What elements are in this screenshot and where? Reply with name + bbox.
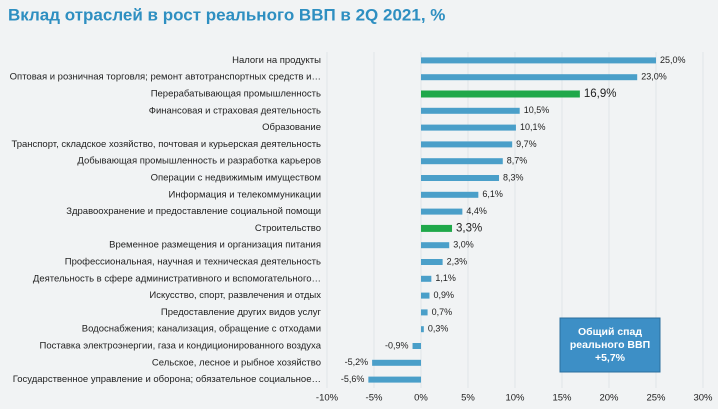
x-tick-label: 30%	[693, 393, 713, 404]
value-label: 23,0%	[641, 72, 667, 82]
y-tick-label: Налоги на продукты	[232, 55, 321, 66]
value-label: -5,6%	[341, 374, 365, 384]
y-tick-label: Транспорт, складское хозяйство, почтовая…	[11, 139, 321, 150]
annotation-text: Общий спад	[578, 326, 642, 338]
bar	[421, 224, 453, 232]
bar	[421, 208, 463, 215]
annotation-box	[559, 317, 661, 373]
y-tick-label: Оптовая и розничная торговля; ремонт авт…	[10, 72, 321, 83]
y-tick-label: Перерабатывающая промышленность	[151, 89, 321, 100]
y-tick-label: Поставка электроэнергии, газа и кондицио…	[39, 341, 321, 352]
bar	[421, 259, 443, 265]
value-label: 3,3%	[456, 222, 482, 234]
x-tick-label: 5%	[461, 393, 475, 404]
bar	[412, 343, 421, 349]
bar	[421, 124, 516, 131]
value-label: -5,2%	[345, 357, 369, 367]
value-label: 10,1%	[520, 122, 546, 132]
value-label: -0,9%	[385, 340, 409, 350]
bar	[421, 57, 656, 64]
annotation-text: реального ВВП	[570, 339, 650, 351]
bar	[421, 242, 450, 249]
value-label: 10,5%	[524, 105, 550, 115]
bar	[421, 309, 428, 316]
value-label: 4,4%	[466, 206, 487, 216]
value-label: 0,7%	[432, 307, 453, 317]
y-tick-label: Образование	[262, 122, 321, 133]
bar	[421, 191, 479, 198]
bar	[368, 376, 421, 383]
value-label: 8,7%	[507, 156, 528, 166]
y-tick-label: Здравоохранение и предоставление социаль…	[66, 206, 321, 217]
bar	[421, 292, 430, 299]
bar	[421, 74, 638, 81]
y-tick-label: Водоснабжения; канализация, обращение с …	[82, 324, 321, 335]
value-label: 8,3%	[503, 172, 524, 182]
y-tick-label: Финансовая и страховая деятельность	[149, 105, 321, 116]
y-tick-label: Операции с недвижимым имуществом	[151, 173, 321, 184]
value-label: 6,1%	[482, 189, 503, 199]
y-tick-label: Предоставление других видов услуг	[161, 307, 322, 318]
value-label: 3,0%	[453, 240, 474, 250]
value-label: 16,9%	[584, 88, 617, 100]
bar	[421, 158, 503, 165]
value-label: 9,7%	[516, 139, 537, 149]
value-label: 1,1%	[435, 273, 456, 283]
x-tick-label: 15%	[552, 393, 572, 404]
bar	[421, 175, 500, 181]
bar	[421, 326, 424, 333]
y-tick-label: Сельское, лесное и рыбное хозяйство	[152, 357, 321, 368]
y-tick-label: Профессиональная, научная и техническая …	[65, 257, 321, 268]
y-tick-label: Искусство, спорт, развлечения и отдых	[149, 290, 321, 301]
value-label: 0,9%	[433, 290, 454, 300]
y-tick-label: Добывающая промышленность и разработка к…	[77, 156, 321, 167]
x-tick-label: 20%	[599, 393, 619, 404]
x-tick-label: -10%	[316, 393, 339, 404]
y-tick-label: Строительство	[255, 223, 321, 234]
bar	[421, 90, 580, 98]
bar	[372, 359, 421, 366]
y-tick-label: Информация и телекоммуникации	[168, 189, 321, 200]
bar	[421, 107, 520, 114]
value-label: 0,3%	[428, 324, 449, 334]
bar	[421, 275, 432, 282]
annotation-text: +5,7%	[595, 352, 626, 364]
bar	[421, 141, 513, 148]
value-label: 2,3%	[447, 256, 468, 266]
value-label: 25,0%	[660, 55, 686, 65]
y-tick-label: Деятельность в сфере административного и…	[33, 273, 321, 284]
x-tick-label: 25%	[646, 393, 666, 404]
x-tick-label: 0%	[414, 393, 428, 404]
chart-title: Вклад отраслей в рост реального ВВП в 2Q…	[8, 5, 445, 24]
x-tick-label: 10%	[505, 393, 525, 404]
x-tick-label: -5%	[366, 393, 383, 404]
y-tick-label: Государственное управление и оборона; об…	[13, 374, 321, 385]
y-tick-label: Временное размещения и организация питан…	[109, 240, 321, 251]
